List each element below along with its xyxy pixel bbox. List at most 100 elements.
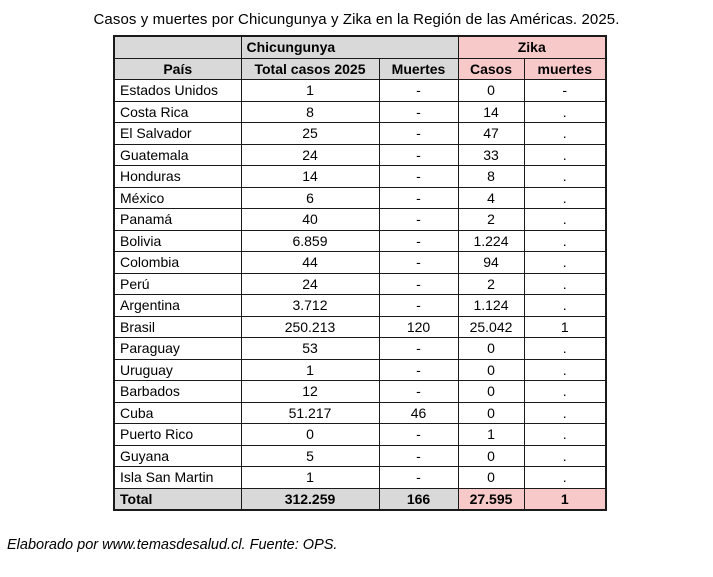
zika-cases-cell: 1 — [457, 423, 525, 446]
zika-cases-cell: 25.042 — [457, 315, 525, 338]
col-header-pais: País — [113, 57, 242, 80]
zika-deaths-cell: . — [523, 272, 607, 295]
zika-deaths-cell: 1 — [523, 315, 607, 338]
chik-deaths-cell: - — [378, 186, 459, 209]
chik-cases-cell: 25 — [240, 122, 380, 145]
zika-cases-cell: 8 — [457, 165, 525, 188]
table-row: México 6 - 4 . — [113, 186, 607, 209]
zika-deaths-cell: . — [523, 186, 607, 209]
country-cell: Argentina — [113, 294, 242, 317]
zika-deaths-cell: . — [523, 380, 607, 403]
chik-cases-cell: 6.859 — [240, 229, 380, 252]
table-row: Guatemala 24 - 33 . — [113, 143, 607, 166]
column-header-row: País Total casos 2025 Muertes Casos muer… — [113, 57, 607, 80]
country-cell: México — [113, 186, 242, 209]
table-total-row: Total 312.259 166 27.595 1 — [113, 487, 607, 511]
group-header-zika: Zika — [457, 35, 607, 59]
corner-cell — [113, 35, 242, 59]
chik-deaths-cell: - — [378, 122, 459, 145]
zika-cases-cell: 14 — [457, 100, 525, 123]
zika-cases-cell: 0 — [457, 358, 525, 381]
zika-cases-cell: 1.224 — [457, 229, 525, 252]
chik-deaths-cell: - — [378, 143, 459, 166]
chik-cases-cell: 1 — [240, 79, 380, 102]
chik-deaths-cell: - — [378, 466, 459, 489]
zika-cases-cell: 0 — [457, 337, 525, 360]
chik-deaths-cell: - — [378, 358, 459, 381]
col-header-total-casos: Total casos 2025 — [240, 57, 380, 80]
country-cell: El Salvador — [113, 122, 242, 145]
country-cell: Cuba — [113, 401, 242, 424]
data-table: Chicungunya Zika País Total casos 2025 M… — [113, 35, 607, 511]
total-chik-deaths-cell: 166 — [378, 487, 459, 511]
table-row: Uruguay 1 - 0 . — [113, 358, 607, 381]
country-cell: Estados Unidos — [113, 79, 242, 102]
table-row: Panamá 40 - 2 . — [113, 208, 607, 231]
chik-cases-cell: 8 — [240, 100, 380, 123]
chik-deaths-cell: - — [378, 272, 459, 295]
chik-cases-cell: 0 — [240, 423, 380, 446]
chik-cases-cell: 24 — [240, 143, 380, 166]
zika-deaths-cell: . — [523, 165, 607, 188]
table-row: Bolivia 6.859 - 1.224 . — [113, 229, 607, 252]
group-header-row: Chicungunya Zika — [113, 35, 607, 59]
country-cell: Guatemala — [113, 143, 242, 166]
chik-cases-cell: 44 — [240, 251, 380, 274]
chik-cases-cell: 3.712 — [240, 294, 380, 317]
chik-deaths-cell: - — [378, 79, 459, 102]
zika-deaths-cell: . — [523, 358, 607, 381]
zika-cases-cell: 47 — [457, 122, 525, 145]
col-header-zika-muertes: muertes — [523, 57, 607, 80]
table-row: Puerto Rico 0 - 1 . — [113, 423, 607, 446]
zika-cases-cell: 1.124 — [457, 294, 525, 317]
table-row: Colombia 44 - 94 . — [113, 251, 607, 274]
chik-cases-cell: 53 — [240, 337, 380, 360]
table-row: Guyana 5 - 0 . — [113, 444, 607, 467]
total-zika-cases-cell: 27.595 — [457, 487, 525, 511]
zika-deaths-cell: . — [523, 444, 607, 467]
table-title: Casos y muertes por Chicungunya y Zika e… — [93, 11, 620, 28]
group-header-chicungunya: Chicungunya — [240, 35, 459, 59]
chik-deaths-cell: - — [378, 380, 459, 403]
country-cell: Honduras — [113, 165, 242, 188]
zika-cases-cell: 0 — [457, 380, 525, 403]
col-header-zika-casos: Casos — [457, 57, 525, 80]
col-header-muertes: Muertes — [378, 57, 459, 80]
chik-deaths-cell: - — [378, 100, 459, 123]
chik-deaths-cell: - — [378, 165, 459, 188]
country-cell: Panamá — [113, 208, 242, 231]
chik-cases-cell: 40 — [240, 208, 380, 231]
country-cell: Bolivia — [113, 229, 242, 252]
zika-cases-cell: 94 — [457, 251, 525, 274]
zika-cases-cell: 2 — [457, 208, 525, 231]
zika-deaths-cell: . — [523, 229, 607, 252]
chik-deaths-cell: - — [378, 208, 459, 231]
table-row: Costa Rica 8 - 14 . — [113, 100, 607, 123]
total-label-cell: Total — [113, 487, 242, 511]
zika-deaths-cell: . — [523, 143, 607, 166]
zika-deaths-cell: . — [523, 466, 607, 489]
chik-cases-cell: 24 — [240, 272, 380, 295]
chik-cases-cell: 5 — [240, 444, 380, 467]
chik-deaths-cell: 46 — [378, 401, 459, 424]
zika-deaths-cell: . — [523, 423, 607, 446]
table-row: Estados Unidos 1 - 0 - — [113, 79, 607, 102]
table-row: Cuba 51.217 46 0 . — [113, 401, 607, 424]
chik-deaths-cell: - — [378, 294, 459, 317]
total-zika-deaths-cell: 1 — [523, 487, 607, 511]
chik-cases-cell: 14 — [240, 165, 380, 188]
source-note: Elaborado por www.temasdesalud.cl. Fuent… — [7, 537, 338, 553]
zika-deaths-cell: . — [523, 208, 607, 231]
zika-cases-cell: 0 — [457, 401, 525, 424]
chik-cases-cell: 1 — [240, 358, 380, 381]
chik-cases-cell: 12 — [240, 380, 380, 403]
chik-deaths-cell: - — [378, 229, 459, 252]
table-row: Barbados 12 - 0 . — [113, 380, 607, 403]
chik-deaths-cell: - — [378, 423, 459, 446]
country-cell: Barbados — [113, 380, 242, 403]
total-chik-cases-cell: 312.259 — [240, 487, 380, 511]
zika-cases-cell: 0 — [457, 79, 525, 102]
table-row: Paraguay 53 - 0 . — [113, 337, 607, 360]
zika-deaths-cell: . — [523, 100, 607, 123]
table-row: Honduras 14 - 8 . — [113, 165, 607, 188]
